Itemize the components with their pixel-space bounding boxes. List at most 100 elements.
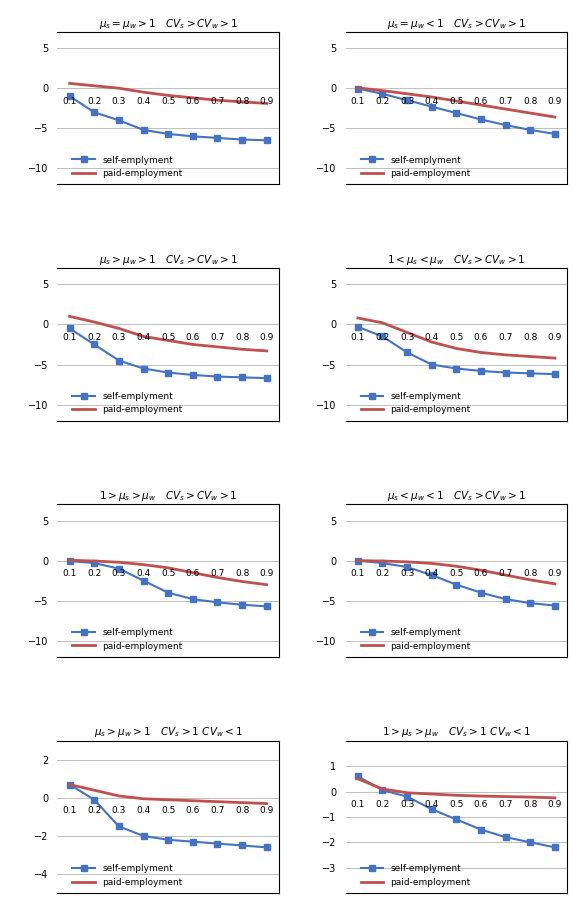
paid-employment [552, 792, 559, 803]
Text: 0.1: 0.1 [351, 96, 365, 105]
Text: 0.9: 0.9 [260, 569, 274, 578]
self-emplyment [552, 128, 559, 139]
self-emplyment [115, 355, 122, 366]
self-emplyment [503, 120, 509, 131]
Text: 0.6: 0.6 [186, 96, 200, 105]
Text: 0.7: 0.7 [210, 569, 225, 578]
paid-employment [115, 791, 122, 802]
self-emplyment [263, 601, 270, 612]
paid-employment [503, 791, 509, 802]
paid-employment [214, 572, 221, 583]
self-emplyment [115, 821, 122, 832]
self-emplyment [379, 331, 386, 342]
Text: 0.5: 0.5 [161, 569, 175, 578]
self-emplyment [478, 365, 485, 376]
paid-employment [379, 317, 386, 328]
Text: 0.8: 0.8 [235, 333, 249, 342]
self-emplyment [66, 779, 73, 790]
paid-employment [404, 556, 411, 567]
paid-employment [355, 82, 362, 93]
Text: 0.4: 0.4 [136, 806, 151, 815]
self-emplyment [478, 114, 485, 125]
Legend: self-emplyment, paid-employment: self-emplyment, paid-employment [359, 390, 473, 416]
Text: 0.5: 0.5 [161, 96, 175, 105]
paid-employment [115, 323, 122, 334]
Text: 0.8: 0.8 [523, 96, 537, 105]
Legend: self-emplyment, paid-employment: self-emplyment, paid-employment [70, 154, 185, 180]
Text: 0.7: 0.7 [210, 806, 225, 815]
paid-employment [453, 561, 460, 572]
Line: paid-employment: paid-employment [69, 561, 266, 584]
Line: self-emplyment: self-emplyment [67, 326, 269, 381]
Title: $\mu_s>\mu_w>1$   $CV_s>CV_w>1$: $\mu_s>\mu_w>1$ $CV_s>CV_w>1$ [99, 253, 238, 267]
Legend: self-emplyment, paid-employment: self-emplyment, paid-employment [359, 863, 473, 889]
self-emplyment [164, 587, 171, 598]
self-emplyment [189, 594, 196, 605]
self-emplyment [453, 814, 460, 825]
Line: self-emplyment: self-emplyment [67, 93, 269, 143]
Text: 0.1: 0.1 [62, 96, 77, 105]
Text: 0.5: 0.5 [161, 806, 175, 815]
Title: $\mu_s>\mu_w>1$   $CV_s>1$ $CV_w<1$: $\mu_s>\mu_w>1$ $CV_s>1$ $CV_w<1$ [94, 725, 242, 739]
Text: 0.7: 0.7 [499, 96, 513, 105]
Text: 0.6: 0.6 [474, 569, 488, 578]
Legend: self-emplyment, paid-employment: self-emplyment, paid-employment [70, 863, 185, 889]
Text: 0.7: 0.7 [210, 96, 225, 105]
self-emplyment [238, 599, 245, 610]
paid-employment [164, 794, 171, 805]
Text: 0.4: 0.4 [136, 96, 151, 105]
self-emplyment [527, 837, 534, 848]
paid-employment [478, 100, 485, 111]
paid-employment [66, 78, 73, 89]
self-emplyment [66, 555, 73, 566]
self-emplyment [355, 555, 362, 566]
paid-employment [453, 790, 460, 801]
Text: 0.9: 0.9 [260, 806, 274, 815]
self-emplyment [527, 125, 534, 136]
Text: 0.6: 0.6 [186, 333, 200, 342]
Legend: self-emplyment, paid-employment: self-emplyment, paid-employment [70, 627, 185, 652]
Text: 0.1: 0.1 [351, 569, 365, 578]
self-emplyment [404, 791, 411, 802]
paid-employment [429, 558, 435, 569]
self-emplyment [379, 558, 386, 569]
Text: 0.2: 0.2 [375, 800, 390, 809]
self-emplyment [189, 369, 196, 380]
Line: paid-employment: paid-employment [69, 83, 266, 104]
Text: 0.8: 0.8 [235, 806, 249, 815]
Text: 0.6: 0.6 [186, 569, 200, 578]
self-emplyment [552, 368, 559, 379]
Text: 0.1: 0.1 [62, 569, 77, 578]
paid-employment [453, 343, 460, 354]
Text: 0.3: 0.3 [400, 569, 414, 578]
paid-employment [91, 81, 97, 92]
Line: self-emplyment: self-emplyment [355, 773, 558, 850]
self-emplyment [527, 368, 534, 379]
self-emplyment [429, 101, 435, 112]
self-emplyment [379, 88, 386, 99]
Legend: self-emplyment, paid-employment: self-emplyment, paid-employment [359, 154, 473, 180]
paid-employment [189, 339, 196, 350]
self-emplyment [238, 372, 245, 383]
paid-employment [214, 342, 221, 353]
Text: 0.6: 0.6 [474, 96, 488, 105]
paid-employment [91, 555, 97, 566]
paid-employment [66, 311, 73, 322]
paid-employment [189, 93, 196, 104]
Text: 0.8: 0.8 [523, 333, 537, 342]
Text: 0.2: 0.2 [87, 569, 101, 578]
self-emplyment [214, 371, 221, 382]
Title: $1<\mu_s<\mu_w$   $CV_s>CV_w>1$: $1<\mu_s<\mu_w$ $CV_s>CV_w>1$ [387, 253, 525, 267]
Text: 0.5: 0.5 [449, 96, 464, 105]
paid-employment [189, 567, 196, 578]
paid-employment [238, 797, 245, 808]
self-emplyment [503, 367, 509, 378]
paid-employment [379, 783, 386, 794]
paid-employment [404, 787, 411, 798]
Title: $\mu_s=\mu_w<1$   $CV_s>CV_w>1$: $\mu_s=\mu_w<1$ $CV_s>CV_w>1$ [387, 16, 526, 30]
Text: 0.3: 0.3 [112, 96, 126, 105]
Text: 0.1: 0.1 [62, 806, 77, 815]
self-emplyment [91, 339, 97, 350]
self-emplyment [453, 363, 460, 374]
Text: 0.3: 0.3 [112, 333, 126, 342]
